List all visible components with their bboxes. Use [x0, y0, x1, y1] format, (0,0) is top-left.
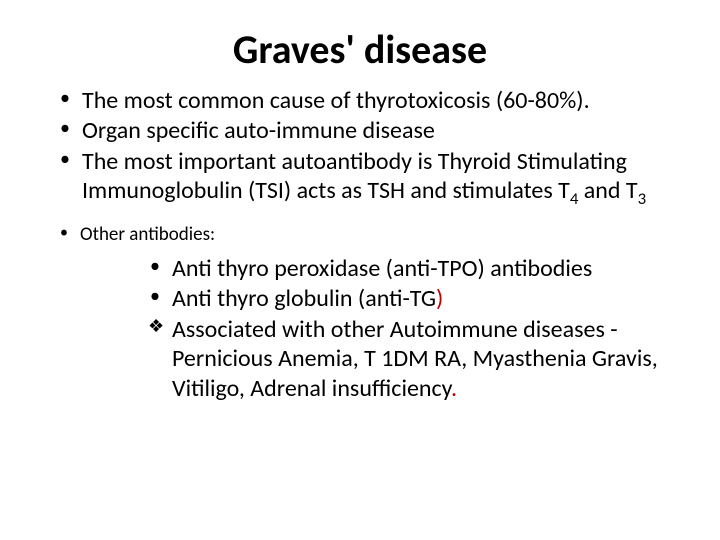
text-fragment-accent: .: [451, 374, 457, 403]
text-fragment: The most important autoantibody is Thyro…: [82, 147, 627, 205]
list-item: Associated with other Autoimmune disease…: [150, 315, 690, 404]
sub-heading-list: Other antibodies:: [30, 223, 690, 248]
list-item: Anti thyro globulin (anti-TG): [150, 284, 690, 314]
text-fragment-accent: ): [436, 284, 443, 313]
list-item: Organ specific auto-immune disease: [60, 116, 690, 145]
slide-title: Graves' disease: [30, 25, 690, 74]
list-item: Anti thyro peroxidase (anti-TPO) antibod…: [150, 254, 690, 284]
list-item: Other antibodies:: [60, 223, 690, 248]
main-bullet-list: The most common cause of thyrotoxicosis …: [30, 86, 690, 209]
text-fragment: Associated with other Autoimmune disease…: [172, 315, 658, 403]
nested-bullet-list: Anti thyro peroxidase (anti-TPO) antibod…: [30, 254, 690, 404]
list-item: The most common cause of thyrotoxicosis …: [60, 86, 690, 115]
list-item: The most important autoantibody is Thyro…: [60, 147, 690, 210]
text-fragment: and T: [578, 176, 637, 205]
slide-container: Graves' disease The most common cause of…: [0, 0, 720, 540]
text-fragment: Anti thyro globulin (anti-TG: [172, 284, 436, 313]
subscript: 3: [638, 188, 647, 209]
